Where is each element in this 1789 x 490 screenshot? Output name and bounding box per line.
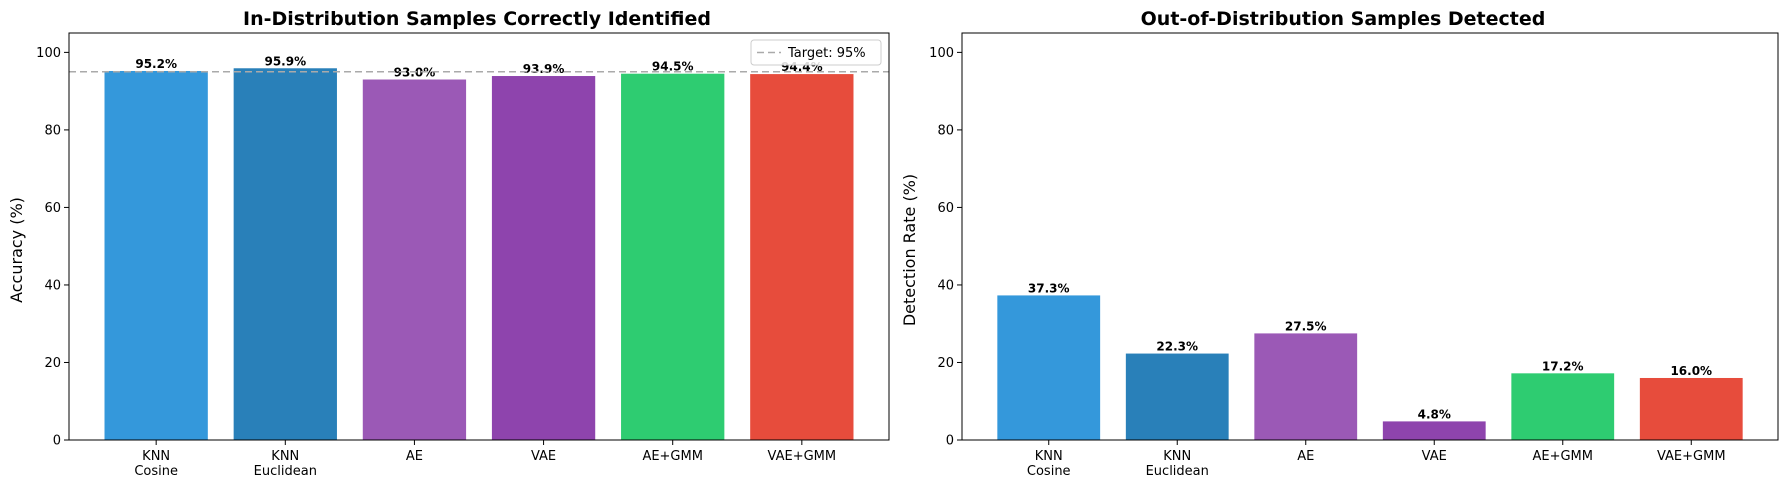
data-labels: 37.3% 22.3% 27.5% 4.8% 17.2% 16.0% <box>1028 281 1712 421</box>
chart-title: In-Distribution Samples Correctly Identi… <box>243 8 711 30</box>
bar <box>362 79 467 440</box>
bar <box>1511 373 1615 440</box>
bar <box>233 68 337 441</box>
data-label: 16.0% <box>1670 364 1712 378</box>
y-tick-label: 80 <box>937 123 954 138</box>
x-tick-label: VAE <box>531 449 556 464</box>
data-label: 95.2% <box>135 57 177 71</box>
data-label: 93.0% <box>394 66 436 80</box>
x-tick-label: Cosine <box>1027 464 1071 479</box>
legend-box <box>750 39 882 66</box>
plot-frame <box>68 32 890 441</box>
bar <box>491 76 596 441</box>
bar <box>1254 333 1358 440</box>
x-tick-label: AE <box>1297 449 1314 464</box>
bars <box>104 68 854 441</box>
data-label: 27.5% <box>1285 319 1327 333</box>
bar <box>1639 377 1743 440</box>
x-tick-label: Cosine <box>134 464 178 479</box>
x-tick-label: VAE+GMM <box>768 449 837 464</box>
bar <box>104 70 208 440</box>
bar <box>1125 353 1229 440</box>
legend: Target: 95% <box>750 39 882 66</box>
y-tick-label: 0 <box>53 434 61 449</box>
bar <box>621 73 725 440</box>
legend-label: Target: 95% <box>787 46 866 61</box>
y-tick-label: 40 <box>937 278 954 293</box>
chart-panel-out-of-distribution: Out-of-Distribution Samples Detected Det… <box>900 8 1779 479</box>
x-tick-label: KNN <box>1035 449 1063 464</box>
data-label: 95.9% <box>264 54 306 68</box>
y-tick-label: 40 <box>44 278 61 293</box>
x-tick-label: AE <box>406 449 423 464</box>
y-tick-label: 60 <box>44 201 61 216</box>
y-tick-label: 80 <box>44 123 61 138</box>
chart-title: Out-of-Distribution Samples Detected <box>1141 8 1546 30</box>
y-axis-label: Detection Rate (%) <box>900 174 919 326</box>
x-tick-label: KNN <box>1163 449 1191 464</box>
y-tick-label: 0 <box>946 434 954 449</box>
x-tick-label: AE+GMM <box>642 449 703 464</box>
y-tick-label: 100 <box>929 46 954 61</box>
bars <box>997 295 1743 440</box>
data-label: 37.3% <box>1028 281 1070 295</box>
x-tick-label: Euclidean <box>1146 464 1209 479</box>
data-label: 17.2% <box>1542 359 1584 373</box>
y-axis-label: Accuracy (%) <box>7 197 26 303</box>
x-tick-label: VAE <box>1422 449 1447 464</box>
y-tick-label: 20 <box>937 356 954 371</box>
x-tick-label: KNN <box>142 449 170 464</box>
x-tick-label: KNN <box>271 449 299 464</box>
data-labels: 95.2% 95.9%93.0% 93.9% 94.5% 94.4% <box>135 54 822 79</box>
y-tick-label: 20 <box>44 356 61 371</box>
bar <box>750 74 854 440</box>
data-label: 22.3% <box>1156 340 1198 354</box>
y-axis-ticks: 0 20 40 60 80 100 <box>929 46 962 449</box>
bar <box>1382 421 1486 440</box>
y-axis-ticks: 0 20 40 60 80 100 <box>36 46 69 449</box>
data-label: 94.5% <box>652 60 694 74</box>
chart-panel-in-distribution: In-Distribution Samples Correctly Identi… <box>7 8 890 479</box>
bar <box>997 295 1101 440</box>
data-label: 93.9% <box>523 62 565 76</box>
x-tick-label: Euclidean <box>254 464 317 479</box>
y-tick-label: 60 <box>937 201 954 216</box>
x-tick-label: AE+GMM <box>1532 449 1593 464</box>
y-tick-label: 100 <box>36 46 61 61</box>
x-tick-label: VAE+GMM <box>1657 449 1726 464</box>
plot-frame <box>961 32 1779 441</box>
data-label: 4.8% <box>1418 407 1451 421</box>
